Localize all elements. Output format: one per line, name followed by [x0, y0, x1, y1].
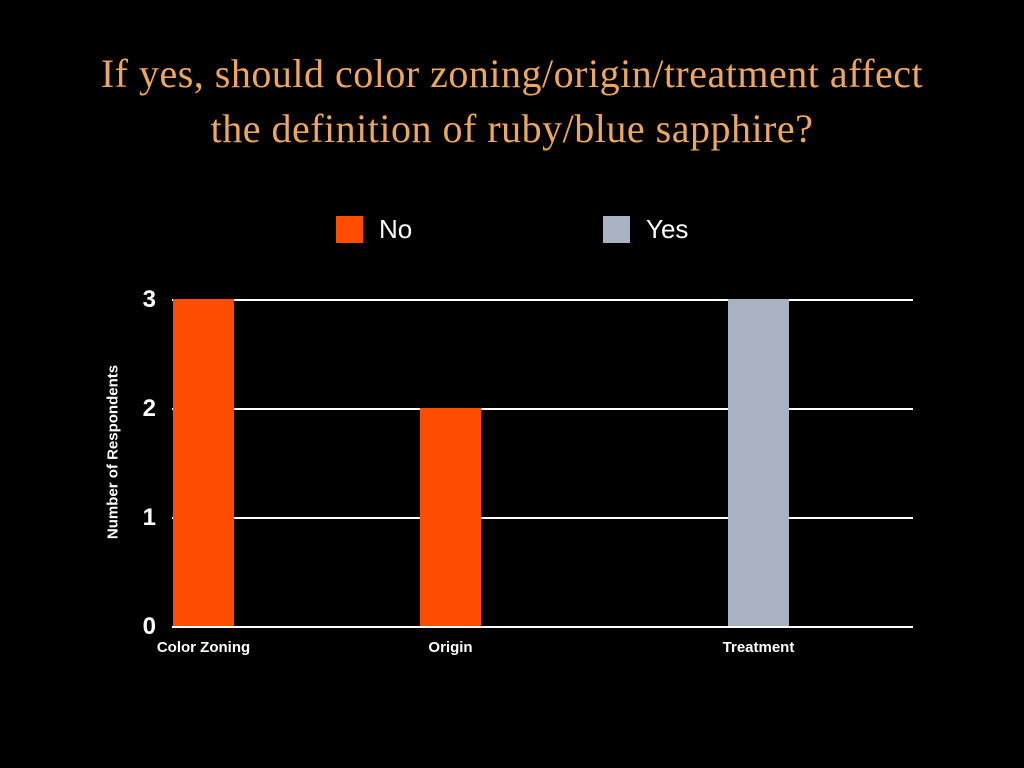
- gridline-3: [172, 299, 913, 301]
- legend-label-yes: Yes: [646, 213, 689, 244]
- y-tick-label-2: 2: [142, 395, 156, 422]
- legend-swatch-yes: [603, 215, 630, 243]
- x-label-color-zoning: Color Zoning: [156, 639, 251, 656]
- legend-label-no: No: [379, 213, 413, 244]
- x-axis-labels: Color Zoning Origin Treatment: [157, 638, 913, 662]
- y-tick-label-0: 0: [142, 613, 156, 640]
- slide-title-line-2: the definition of ruby/blue sapphire?: [210, 106, 814, 151]
- plot-area: [172, 299, 913, 628]
- gridline-1: [172, 517, 913, 519]
- bar-color-zoning-no: [173, 299, 234, 626]
- x-label-treatment: Treatment: [722, 639, 795, 656]
- legend-item-no: No: [336, 214, 412, 244]
- y-tick-label-1: 1: [142, 504, 156, 531]
- bar-origin-no: [420, 408, 481, 626]
- y-tick-label-3: 3: [142, 286, 156, 313]
- legend-swatch-no: [336, 215, 363, 243]
- gridline-2: [172, 408, 913, 410]
- slide-title-line-1: If yes, should color zoning/origin/treat…: [100, 51, 924, 96]
- slide-title: If yes, should color zoning/origin/treat…: [0, 46, 1024, 156]
- y-axis-tick-labels: 0 1 2 3: [0, 286, 158, 640]
- x-label-origin: Origin: [428, 639, 473, 656]
- bar-treatment-yes: [728, 299, 789, 626]
- gridline-0: [172, 626, 913, 628]
- legend-item-yes: Yes: [603, 214, 688, 244]
